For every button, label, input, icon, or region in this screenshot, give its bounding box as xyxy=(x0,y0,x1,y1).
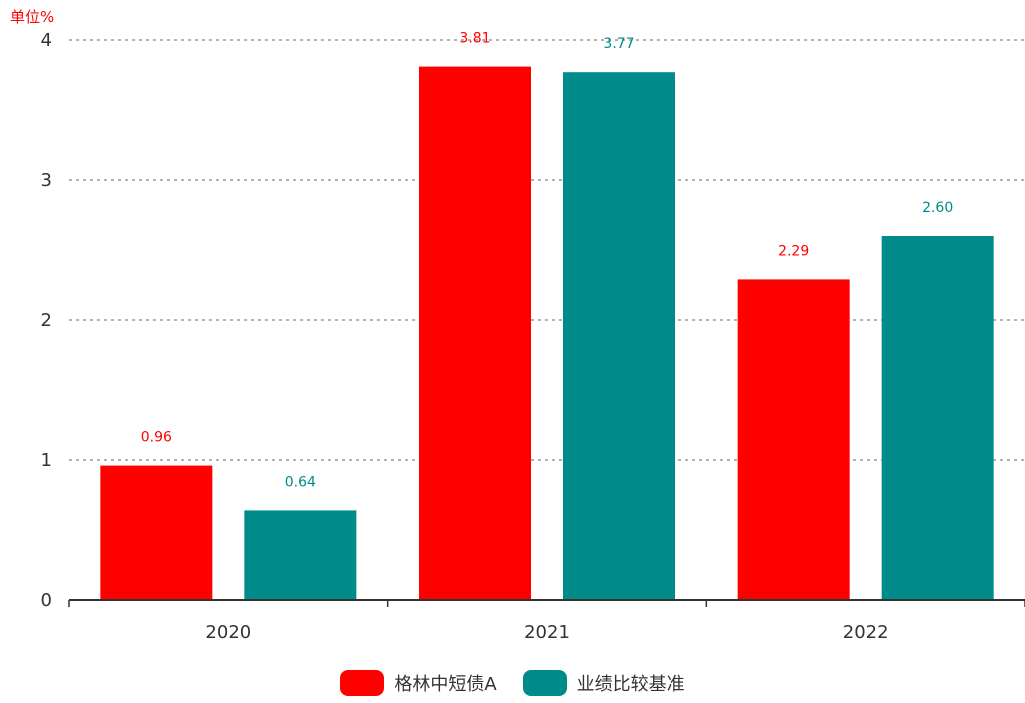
legend-item-fund[interactable]: 格林中短债A xyxy=(340,670,497,696)
data-label: 0.96 xyxy=(141,430,172,446)
bar-业绩比较基准-2020 xyxy=(244,510,357,600)
bar-格林中短债A-2022 xyxy=(737,279,850,600)
legend-swatch-fund xyxy=(340,670,385,696)
x-axis: 2020 2021 2022 xyxy=(68,599,1025,643)
legend-label-benchmark: 业绩比较基准 xyxy=(576,674,685,695)
y-tick-label: 3 xyxy=(41,170,52,191)
data-label: 3.77 xyxy=(603,36,634,52)
data-label: 2.60 xyxy=(922,200,953,216)
bar-格林中短债A-2020 xyxy=(100,465,213,600)
data-label: 2.29 xyxy=(778,243,809,259)
bar-业绩比较基准-2021 xyxy=(563,72,675,600)
x-tick-label: 2020 xyxy=(205,622,251,643)
data-label: 3.81 xyxy=(459,31,490,47)
bars xyxy=(100,66,994,601)
y-tick-label: 4 xyxy=(41,30,52,51)
y-tick-label: 1 xyxy=(41,450,52,471)
legend-label-fund: 格林中短债A xyxy=(394,674,497,695)
y-axis-ticks: 0 1 2 3 4 xyxy=(41,30,52,611)
legend-item-benchmark[interactable]: 业绩比较基准 xyxy=(522,670,685,696)
legend: 格林中短债A 业绩比较基准 xyxy=(0,668,1025,698)
legend-swatch-benchmark xyxy=(522,670,567,696)
x-tick-label: 2022 xyxy=(843,622,889,643)
bar-业绩比较基准-2022 xyxy=(881,236,994,600)
bar-格林中短债A-2021 xyxy=(419,66,531,601)
gridlines xyxy=(69,39,1025,461)
y-tick-label: 0 xyxy=(41,590,52,611)
data-labels: 0.96 0.64 3.81 3.77 2.29 2.60 xyxy=(141,31,954,491)
data-label: 0.64 xyxy=(285,474,316,490)
x-tick-label: 2021 xyxy=(524,622,570,643)
y-unit-label: 单位% xyxy=(10,8,54,26)
y-tick-label: 2 xyxy=(41,310,52,331)
